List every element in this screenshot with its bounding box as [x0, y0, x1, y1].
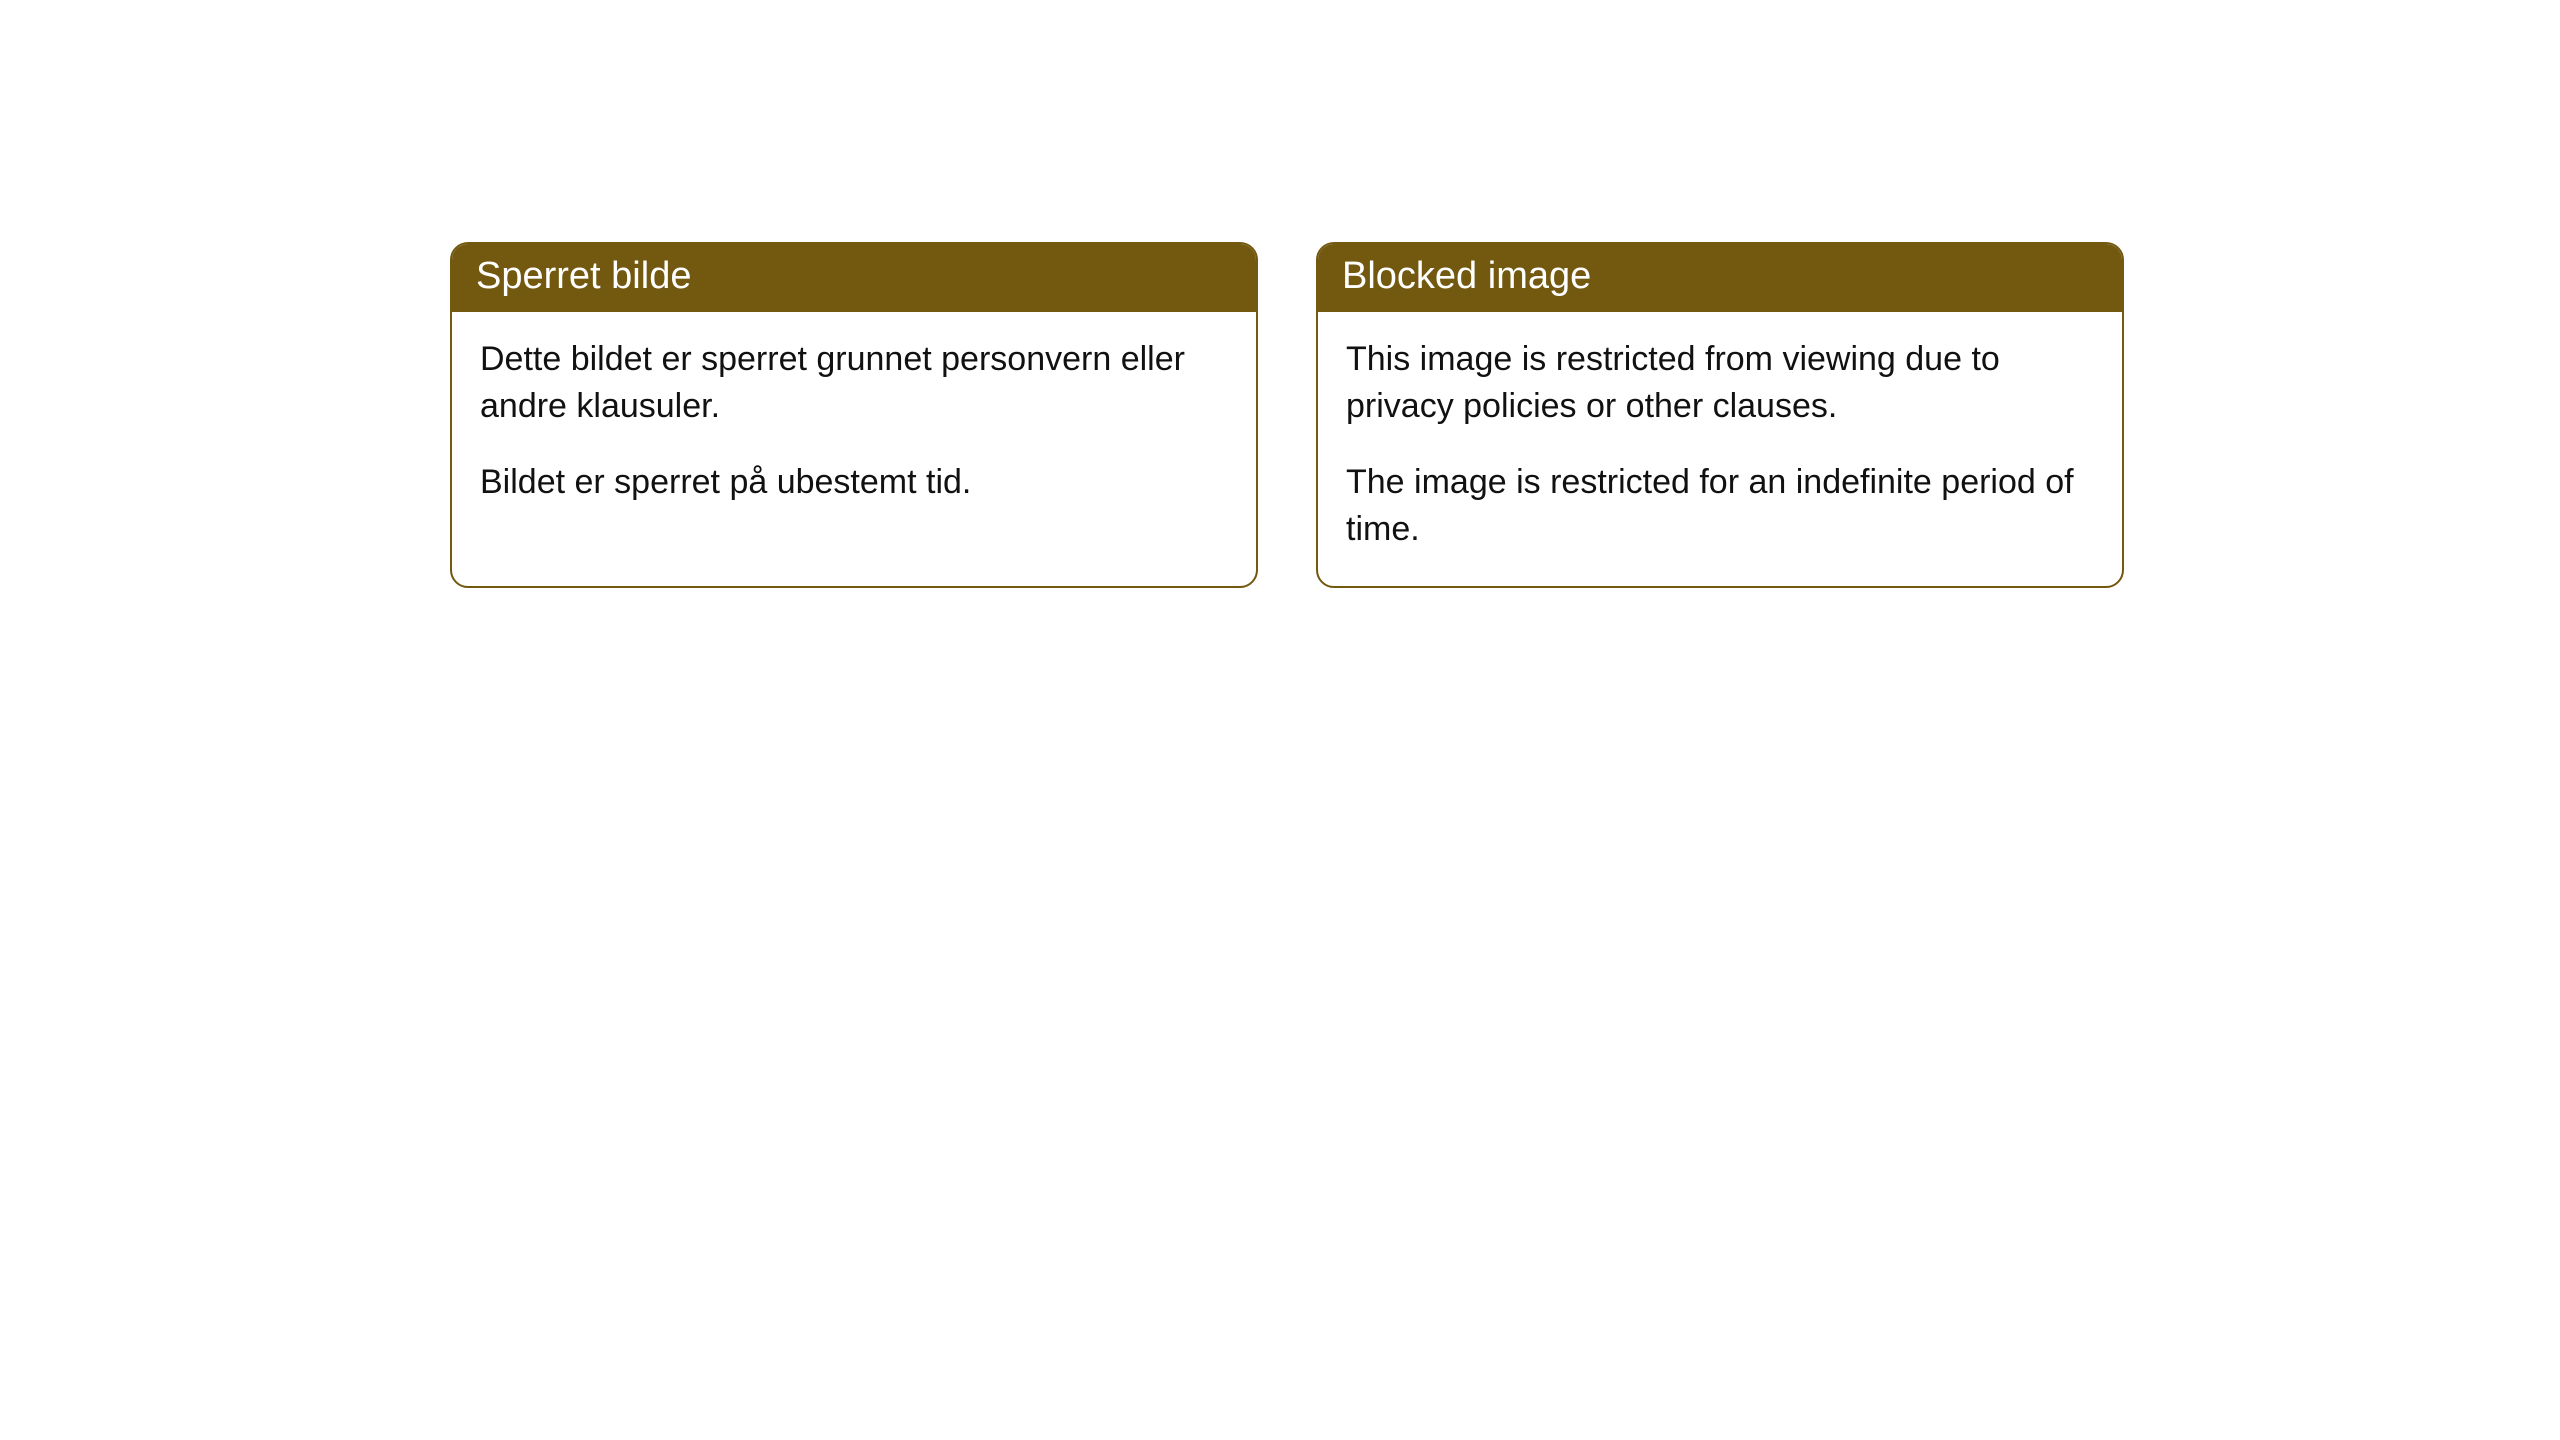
notice-paragraph-1-no: Dette bildet er sperret grunnet personve…	[480, 336, 1228, 431]
card-header-english: Blocked image	[1318, 244, 2122, 312]
notice-paragraph-2-no: Bildet er sperret på ubestemt tid.	[480, 459, 1228, 507]
card-header-norwegian: Sperret bilde	[452, 244, 1256, 312]
notice-cards-container: Sperret bilde Dette bildet er sperret gr…	[450, 242, 2124, 588]
card-body-english: This image is restricted from viewing du…	[1318, 312, 2122, 586]
notice-paragraph-2-en: The image is restricted for an indefinit…	[1346, 459, 2094, 554]
card-body-norwegian: Dette bildet er sperret grunnet personve…	[452, 312, 1256, 539]
blocked-image-card-english: Blocked image This image is restricted f…	[1316, 242, 2124, 588]
blocked-image-card-norwegian: Sperret bilde Dette bildet er sperret gr…	[450, 242, 1258, 588]
notice-paragraph-1-en: This image is restricted from viewing du…	[1346, 336, 2094, 431]
